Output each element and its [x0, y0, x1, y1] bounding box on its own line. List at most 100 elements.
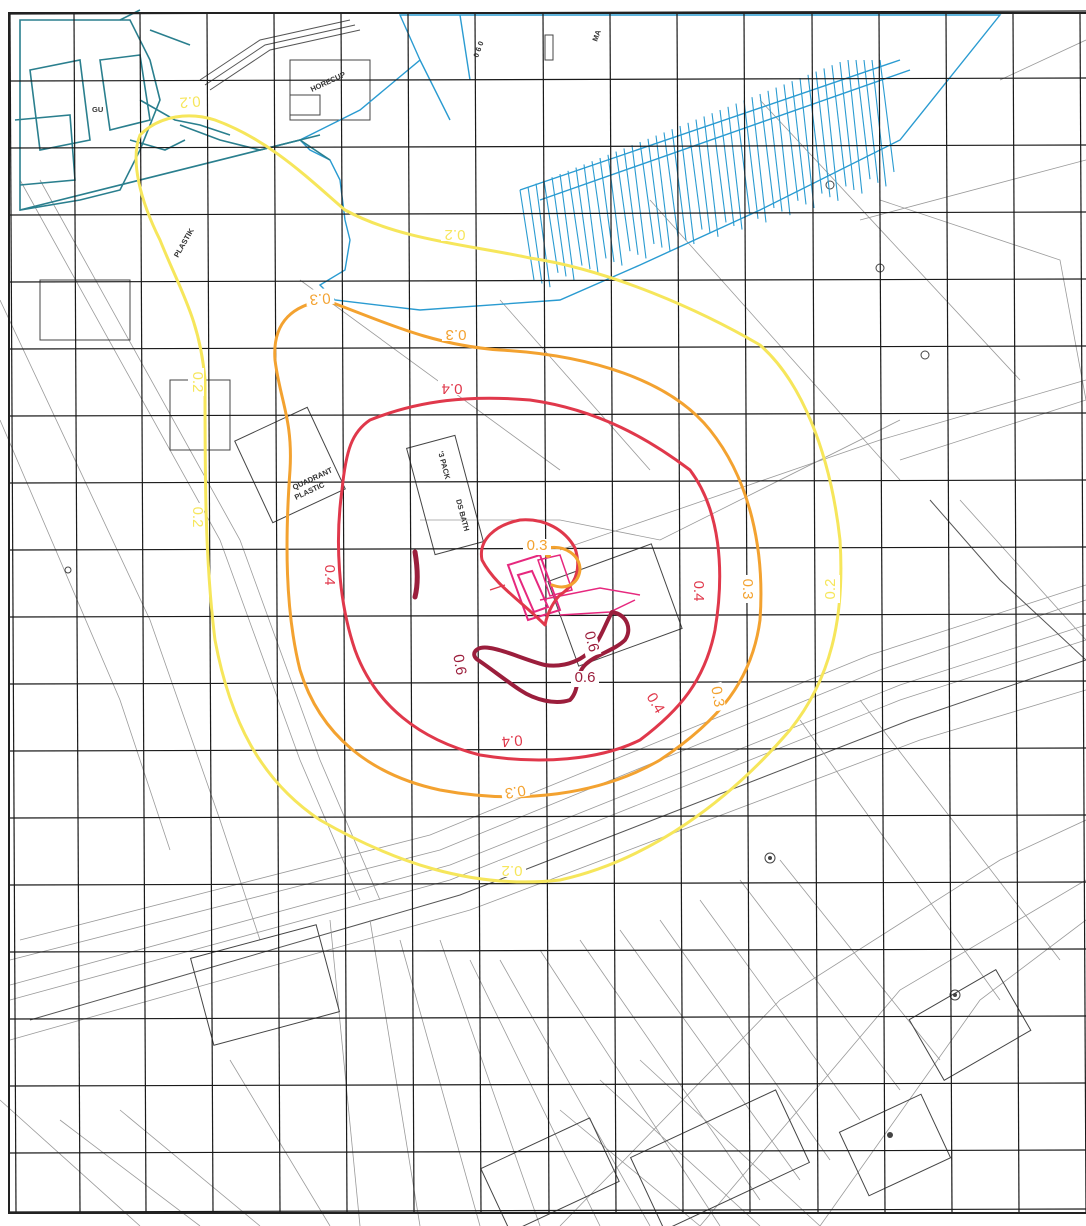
water-hatch-line	[591, 161, 607, 259]
contour-label-c02-right: 0.2	[822, 579, 839, 600]
contour-04-inner	[479, 518, 580, 627]
water-hatch-line	[663, 132, 679, 237]
contour-label-bg	[498, 861, 526, 877]
grid-line-h	[9, 881, 1086, 886]
water-hatch-line	[679, 125, 695, 245]
water-hatch-line	[823, 68, 839, 201]
contour-02	[134, 114, 843, 884]
water-hatch-line	[527, 186, 543, 284]
water-hatch-line	[695, 119, 711, 234]
contour-label-c06-a: 0.6	[581, 629, 603, 654]
contour-label-c02-left2: 0.2	[189, 507, 206, 528]
grid-line-v	[878, 13, 886, 1213]
water-hatch-line	[831, 65, 847, 187]
grid-line-h	[9, 948, 1086, 953]
grid-line-h	[9, 345, 1086, 350]
label-dsbath: DS BATH	[454, 498, 471, 532]
contour-labels: 0.2 0.2 0.2 0.2 0.2 0.2 0.3 0.3 0.3 0.3 0.3 0.3 0.4 0…	[175, 90, 840, 879]
water-hatch-line	[655, 135, 671, 252]
contour-label-bg	[188, 368, 204, 396]
contour-04	[336, 396, 722, 762]
contour-06	[412, 549, 631, 704]
contour-label-c04-right: 0.4	[690, 581, 707, 602]
water-hatch-line	[807, 74, 823, 194]
grid-line-v	[273, 13, 281, 1213]
water-hatch-line	[783, 84, 799, 201]
water-hatch-line	[559, 173, 575, 281]
grid-line-v	[1012, 13, 1020, 1213]
contour-label-c02-left: 0.2	[189, 372, 206, 393]
grid-line-h	[9, 1208, 1086, 1213]
grid-line-v	[139, 13, 147, 1213]
water-hatch-line	[759, 93, 775, 209]
contour-03	[273, 298, 763, 799]
grid-line-h	[9, 77, 1086, 82]
water-hatch-line	[543, 180, 559, 273]
contour-label-bg	[438, 379, 466, 395]
grid-line-h	[9, 479, 1086, 484]
grid-line-h	[9, 747, 1086, 752]
water-hatch-line	[671, 129, 687, 241]
water-hatch-line	[855, 59, 871, 180]
contour-label-c06-c: 0.6	[449, 653, 469, 676]
water-hatch-line	[583, 164, 599, 273]
contour-label-c04-left: 0.4	[321, 565, 338, 586]
contour-label-bg	[320, 561, 336, 589]
water-hatch-line	[535, 183, 551, 288]
grid-line-h	[9, 1149, 1086, 1154]
grid-line-v	[73, 13, 81, 1213]
water-hatch-line	[551, 177, 567, 277]
water-hatch-line	[567, 170, 583, 266]
grid-line-h	[9, 1082, 1086, 1087]
contour-label-bg	[499, 779, 531, 801]
label-gu: GU	[92, 105, 103, 114]
label-ma: MA	[590, 28, 603, 43]
grid-line-v	[9, 13, 17, 1213]
contour-label-bg	[305, 287, 335, 307]
water-hatch-line	[735, 103, 751, 216]
water-hatch-line	[599, 157, 615, 263]
contour-label-c03-top: 0.3	[446, 326, 467, 343]
label-plastik: PLASTIK	[172, 226, 196, 259]
grid-line-h	[9, 211, 1086, 216]
grid-line-v	[474, 13, 482, 1213]
grid-line-h	[9, 1015, 1086, 1020]
water-hatch-line	[751, 97, 767, 223]
contour-label-bg	[824, 575, 840, 603]
grid-line-h	[9, 278, 1086, 283]
grid-line-v	[811, 13, 819, 1213]
grid-line-h	[9, 144, 1086, 149]
contour-label-bg	[441, 225, 469, 241]
contour-label-bg	[188, 503, 204, 531]
water-hatch-line	[711, 113, 727, 223]
water-hatch-line	[743, 100, 759, 219]
contour-label-c03-lower: 0.3	[707, 685, 727, 708]
map-frame	[8, 12, 1086, 1214]
contour-label-bg	[738, 575, 754, 603]
water-hatch-line	[615, 151, 631, 252]
contour-label-c03-inner: 0.3	[527, 537, 548, 554]
grid-line-v	[743, 13, 751, 1213]
contour-label-c02-upper: 0.2	[445, 226, 466, 243]
grid-line-v	[407, 13, 415, 1213]
water-hatch-line	[639, 141, 655, 245]
water-hatch-line	[623, 148, 639, 255]
water-hatch-line	[631, 145, 647, 259]
water-hatch-line	[791, 81, 807, 205]
contour-label-bg	[689, 577, 705, 605]
water-hatch-line	[799, 77, 815, 209]
water-hatch-line	[863, 59, 879, 183]
grid-line-h	[9, 412, 1086, 417]
contour-label-bg	[447, 649, 469, 681]
grid-line-h	[9, 680, 1086, 685]
water-area	[298, 14, 1002, 311]
contour-label-bg	[578, 626, 602, 658]
water-hatch-line	[703, 116, 719, 237]
water-hatch-line	[719, 109, 735, 227]
contour-label-c03-bottom: 0.3	[504, 781, 527, 801]
contour-label-c02-bottom: 0.2	[502, 862, 523, 879]
contour-label-bg	[571, 671, 599, 687]
contour-label-c06-b: 0.6	[575, 669, 596, 686]
grid-line-h	[9, 814, 1086, 819]
